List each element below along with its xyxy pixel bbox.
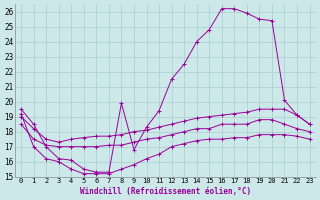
X-axis label: Windchill (Refroidissement éolien,°C): Windchill (Refroidissement éolien,°C) bbox=[80, 187, 251, 196]
